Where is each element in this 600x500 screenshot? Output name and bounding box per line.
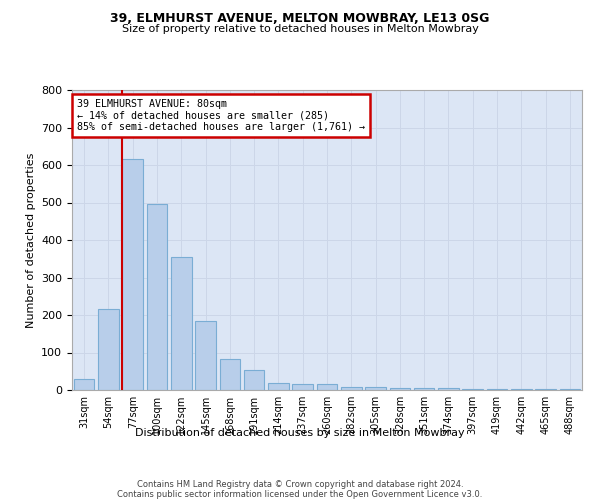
Bar (463, 389, 483, 390)
Bar (365, 388, 386, 390)
Bar (98, 310, 119, 390)
Bar (389, 388, 410, 390)
Bar (535, 389, 556, 390)
Y-axis label: Number of detached properties: Number of detached properties (26, 152, 35, 328)
Bar (195, 320, 216, 390)
Bar (317, 384, 337, 390)
Bar (146, 204, 167, 390)
Bar (244, 370, 265, 390)
Bar (341, 387, 362, 390)
Bar (511, 389, 532, 390)
Bar (268, 382, 289, 390)
Bar (414, 388, 434, 390)
Bar (560, 389, 580, 390)
Text: Contains HM Land Registry data © Crown copyright and database right 2024.
Contai: Contains HM Land Registry data © Crown c… (118, 480, 482, 500)
Bar (122, 160, 143, 390)
Text: 39 ELMHURST AVENUE: 80sqm
← 14% of detached houses are smaller (285)
85% of semi: 39 ELMHURST AVENUE: 80sqm ← 14% of detac… (77, 99, 365, 132)
Text: Size of property relative to detached houses in Melton Mowbray: Size of property relative to detached ho… (122, 24, 478, 34)
Bar (220, 359, 240, 390)
Text: 39, ELMHURST AVENUE, MELTON MOWBRAY, LE13 0SG: 39, ELMHURST AVENUE, MELTON MOWBRAY, LE1… (110, 12, 490, 26)
Bar (292, 384, 313, 390)
Bar (438, 388, 459, 390)
Bar (74, 379, 94, 390)
Bar (487, 389, 508, 390)
Text: Distribution of detached houses by size in Melton Mowbray: Distribution of detached houses by size … (135, 428, 465, 438)
Bar (171, 257, 191, 390)
